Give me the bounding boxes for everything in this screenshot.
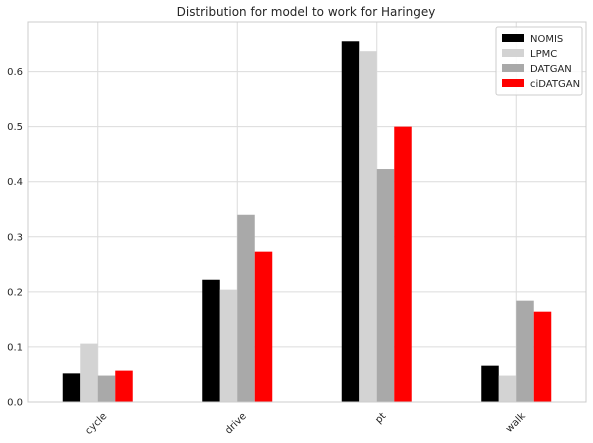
bar-DATGAN-drive	[237, 214, 255, 402]
y-tick-label: 0.1	[7, 342, 23, 353]
x-tick-label: cycle	[83, 411, 109, 437]
bar-NOMIS-pt	[341, 41, 360, 403]
y-tick-label: 0.4	[7, 177, 23, 188]
bar-DATGAN-walk	[516, 300, 534, 402]
legend-label-NOMIS: NOMIS	[530, 34, 563, 45]
legend-swatch-ciDATGAN	[502, 79, 524, 87]
y-tick-label: 0.5	[7, 122, 23, 133]
legend-swatch-DATGAN	[502, 64, 524, 72]
plot-frame	[27, 21, 587, 403]
chart-title: Distribution for model to work for Harin…	[177, 5, 436, 19]
legend-swatch-LPMC	[502, 49, 524, 57]
legend-label-LPMC: LPMC	[530, 49, 557, 60]
bar-DATGAN-pt	[376, 169, 395, 402]
y-tick-label: 0.3	[7, 232, 23, 243]
bar-ciDATGAN-pt	[394, 126, 412, 402]
legend-label-DATGAN: DATGAN	[530, 64, 572, 75]
bar-NOMIS-drive	[202, 279, 220, 402]
bar-DATGAN-cycle	[97, 375, 116, 402]
x-tick-label: walk	[504, 411, 528, 435]
bar-LPMC-drive	[219, 289, 238, 402]
bar-NOMIS-cycle	[62, 373, 81, 402]
y-tick-label: 0.0	[7, 398, 23, 409]
bar-LPMC-cycle	[80, 343, 98, 402]
legend-box	[495, 26, 583, 96]
x-tick-label: drive	[223, 411, 249, 437]
bar-ciDATGAN-walk	[533, 311, 552, 402]
legend-swatch-NOMIS	[502, 34, 524, 42]
bar-LPMC-walk	[498, 375, 517, 402]
bars	[62, 41, 552, 403]
y-tick-label: 0.6	[7, 67, 23, 78]
bar-LPMC-pt	[359, 51, 377, 402]
legend: NOMIS LPMC DATGAN ciDATGAN	[495, 26, 583, 96]
legend-label-ciDATGAN: ciDATGAN	[530, 79, 580, 90]
bar-ciDATGAN-drive	[254, 251, 273, 402]
y-tick-label: 0.2	[7, 287, 23, 298]
bar-ciDATGAN-cycle	[115, 370, 133, 402]
bar-NOMIS-walk	[481, 365, 499, 402]
x-tick-label: pt	[373, 411, 388, 426]
